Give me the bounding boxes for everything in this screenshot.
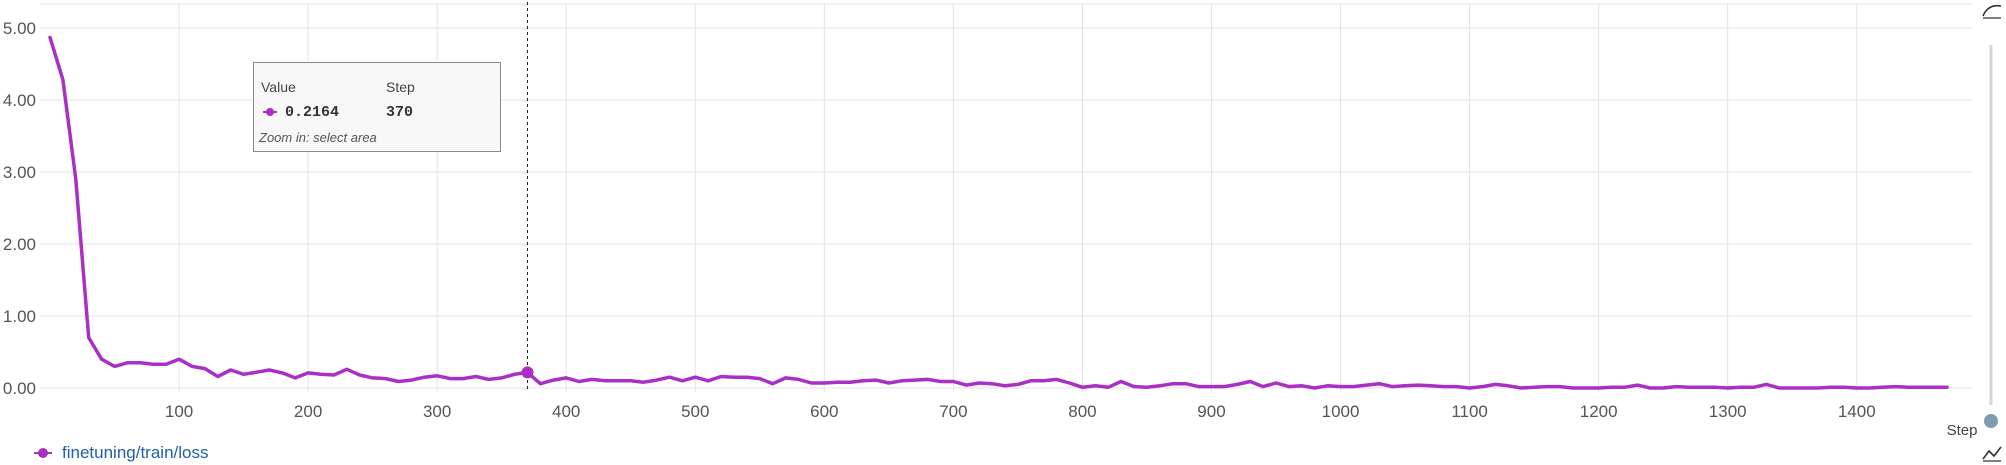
y-tick-label: 4.00 bbox=[3, 91, 36, 110]
x-tick-label: 600 bbox=[810, 402, 838, 421]
y-tick-label: 3.00 bbox=[3, 163, 36, 182]
legend-label: finetuning/train/loss bbox=[62, 443, 209, 462]
x-tick-label: 1300 bbox=[1709, 402, 1747, 421]
x-axis-tick-labels: 100 200 300 400 500 600 700 800 900 1000 1100 1200 1… bbox=[165, 402, 1876, 421]
x-tick-label: 700 bbox=[939, 402, 967, 421]
zoom-curve-icon[interactable] bbox=[1980, 2, 2002, 20]
hover-point-marker bbox=[521, 366, 534, 379]
y-tick-label: 5.00 bbox=[3, 19, 36, 38]
legend-marker-icon bbox=[34, 444, 52, 462]
x-tick-label: 900 bbox=[1197, 402, 1225, 421]
tooltip-value: 0.2164 bbox=[285, 104, 340, 121]
tooltip-zoom-hint: Zoom in: select area bbox=[259, 130, 377, 145]
series-lines bbox=[48, 35, 1949, 390]
tooltip-step: 370 bbox=[386, 104, 414, 121]
x-tick-label: 100 bbox=[165, 402, 193, 421]
x-tick-label: 1100 bbox=[1451, 402, 1488, 421]
x-tick-label: 500 bbox=[681, 402, 709, 421]
y-axis-tick-labels: 0.00 1.00 2.00 3.00 4.00 5.00 bbox=[3, 19, 36, 398]
chart-toggle-icon[interactable] bbox=[1980, 444, 2002, 462]
tooltip-value-header: Value bbox=[261, 79, 296, 95]
legend-item-train-loss[interactable]: finetuning/train/loss bbox=[34, 442, 208, 464]
grid bbox=[40, 3, 1972, 392]
tooltip-step-header: Step bbox=[386, 79, 415, 95]
x-axis-title: Step bbox=[1947, 422, 1978, 439]
x-tick-label: 1000 bbox=[1322, 402, 1360, 421]
hover-tooltip: Value Step 0.2164 370 Zoom in: select ar… bbox=[253, 62, 501, 152]
x-tick-label: 800 bbox=[1068, 402, 1096, 421]
x-tick-label: 200 bbox=[294, 402, 322, 421]
y-tick-label: 0.00 bbox=[3, 379, 36, 398]
x-tick-label: 300 bbox=[423, 402, 451, 421]
y-tick-label: 2.00 bbox=[3, 235, 36, 254]
x-tick-label: 1200 bbox=[1580, 402, 1618, 421]
x-tick-label: 400 bbox=[552, 402, 580, 421]
x-tick-label: 1400 bbox=[1838, 402, 1876, 421]
scrollbar-handle-icon[interactable] bbox=[1982, 412, 2000, 430]
y-tick-label: 1.00 bbox=[3, 307, 36, 326]
series-line-train-loss bbox=[48, 35, 1949, 390]
series-dot-icon bbox=[263, 105, 277, 119]
